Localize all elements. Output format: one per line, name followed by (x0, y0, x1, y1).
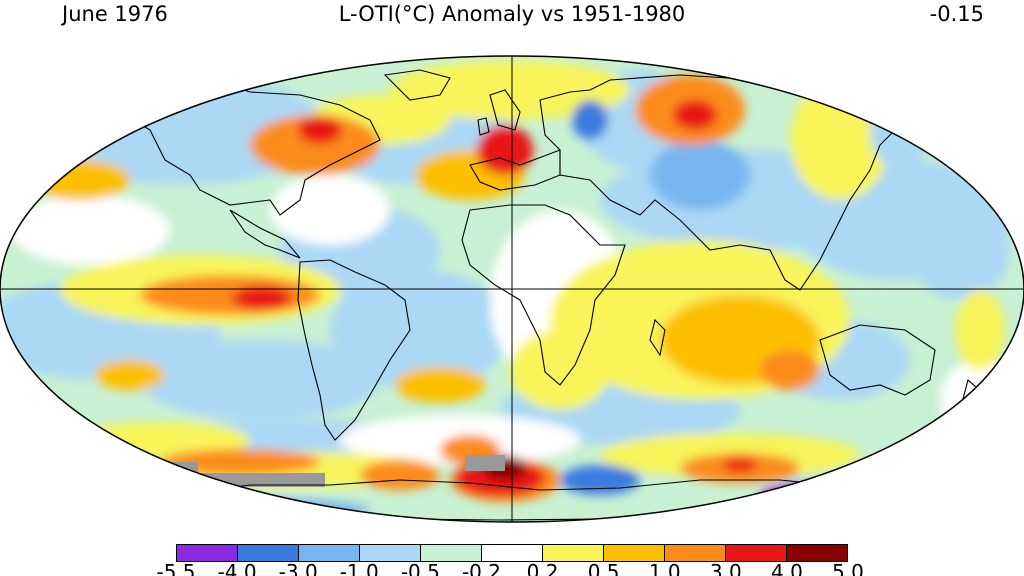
anomaly-patch (330, 270, 510, 390)
anomaly-patch (232, 286, 292, 310)
map-title: L-OTI(°C) Anomaly vs 1951-1980 (338, 2, 686, 26)
colorbar-tick-label: 1.0 (648, 560, 681, 576)
coastline-path (297, 259, 411, 441)
colorbar-swatch (664, 544, 725, 562)
anomaly-patch (270, 175, 390, 245)
colorbar-tick-label: 5.0 (832, 560, 864, 576)
colorbar-tick-label: -5.5 (156, 560, 196, 576)
anomaly-patch (760, 350, 820, 390)
anomaly-patch (477, 125, 533, 175)
anomaly-patch (673, 100, 717, 130)
colorbar-swatch (420, 544, 481, 562)
anomaly-patch (360, 460, 440, 490)
colorbar-swatch (237, 544, 298, 562)
anomaly-patch (560, 465, 640, 495)
anomaly-patch (910, 200, 1010, 300)
coastline-path (649, 318, 666, 357)
coastline-path (461, 204, 626, 386)
anomaly-patch (60, 70, 200, 130)
anomaly-patch (10, 195, 170, 265)
colorbar-labels: -5.5 -4.0 -3.0 -1.0 -0.5 -0.2 0.2 0.5 1.0 3.0 4.0 5… (0, 560, 1024, 576)
coastline-path (539, 74, 906, 291)
coastline-path (383, 69, 451, 101)
colorbar-tick-label: -3.0 (278, 560, 318, 576)
coastlines (129, 69, 986, 521)
colorbar (176, 544, 848, 562)
anomaly-patch (940, 360, 1020, 440)
anomaly-patch (722, 458, 758, 472)
colorbar-tick-label: 4.0 (771, 560, 803, 576)
coastline-path (477, 117, 490, 136)
anomaly-patch (95, 360, 165, 390)
anomaly-patch (650, 140, 750, 210)
anomaly-patch (160, 449, 320, 475)
colorbar-swatch (542, 544, 603, 562)
coastline-path (129, 79, 381, 216)
colorbar-tick-label: 0.5 (587, 560, 620, 576)
anomaly-patch (130, 498, 370, 522)
colorbar-swatch (481, 544, 542, 562)
anomaly-patch (955, 290, 1005, 370)
coastline-path (489, 89, 521, 131)
colorbar-tick-label: -4.0 (217, 560, 257, 576)
anomaly-patch (140, 340, 380, 420)
coastline-path (229, 209, 301, 259)
colorbar-swatch (176, 544, 237, 562)
anomaly-patch (120, 481, 220, 505)
anomaly-patch (760, 483, 880, 507)
colorbar-tick-label: -0.5 (400, 560, 440, 576)
colorbar-swatch (359, 544, 420, 562)
colorbar-tick-label: 0.2 (526, 560, 559, 576)
anomaly-patch (140, 275, 320, 315)
anomaly-patch (298, 116, 342, 144)
coastline-path (819, 324, 936, 396)
colorbar-swatch (603, 544, 664, 562)
anomaly-patch (870, 90, 930, 170)
map-border (0, 55, 1024, 523)
colorbar-tick-label: -1.0 (339, 560, 379, 576)
colorbar-tick-label: -0.2 (461, 560, 501, 576)
colorbar-tick-label: 3.0 (709, 560, 742, 576)
colorbar-swatch (725, 544, 786, 562)
anomaly-patch (395, 367, 485, 403)
anomaly-patch (250, 115, 380, 175)
global-mean-value: -0.15 (929, 2, 984, 26)
anomaly-patch (572, 100, 608, 140)
map-date-label: June 1976 (62, 2, 168, 26)
anomaly-patch (390, 60, 630, 120)
no-data-patch (138, 462, 198, 476)
colorbar-swatch (298, 544, 359, 562)
colorbar-swatch (786, 544, 848, 562)
anomaly-patch (510, 330, 610, 410)
no-data-patch (465, 455, 505, 471)
